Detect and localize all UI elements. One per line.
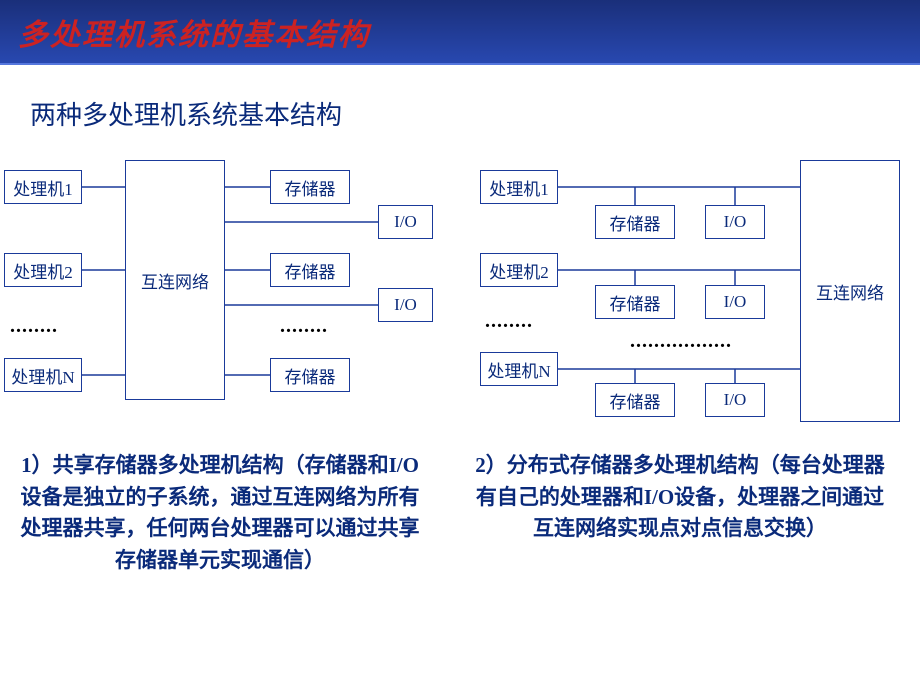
d2-interconnect: 互连网络 <box>800 160 900 422</box>
d1-proc-dots: ........ <box>10 315 58 338</box>
d1-processor-2: 处理机N <box>4 358 82 392</box>
d1-interconnect: 互连网络 <box>125 160 225 400</box>
d2-processor-2: 处理机N <box>480 352 558 386</box>
d2-memory-1: 存储器 <box>595 285 675 319</box>
diagram-area: 处理机1处理机2处理机N........互连网络存储器存储器存储器.......… <box>0 160 920 440</box>
title-bar: 多处理机系统的基本结构 <box>0 0 920 65</box>
d1-io-0: I/O <box>378 205 433 239</box>
d2-processor-0: 处理机1 <box>480 170 558 204</box>
content-area: 两种多处理机系统基本结构 处理机1处理机2处理机N........互连网络存储器… <box>0 65 920 690</box>
page-title: 多处理机系统的基本结构 <box>18 10 370 54</box>
d2-io-1: I/O <box>705 285 765 319</box>
d1-processor-1: 处理机2 <box>4 253 82 287</box>
d2-memory-0: 存储器 <box>595 205 675 239</box>
caption-distributed-memory: 2）分布式存储器多处理机结构（每台处理器有自己的处理器和I/O设备，处理器之间通… <box>470 450 890 545</box>
d2-proc-dots: ........ <box>485 310 533 333</box>
d1-io-1: I/O <box>378 288 433 322</box>
caption-shared-memory: 1）共享存储器多处理机结构（存储器和I/O设备是独立的子系统，通过互连网络为所有… <box>20 450 420 576</box>
d2-processor-1: 处理机2 <box>480 253 558 287</box>
d2-pair-dots: ................. <box>630 330 732 353</box>
d1-memory-0: 存储器 <box>270 170 350 204</box>
subtitle: 两种多处理机系统基本结构 <box>30 95 342 132</box>
d2-memory-2: 存储器 <box>595 383 675 417</box>
d2-io-2: I/O <box>705 383 765 417</box>
d1-processor-0: 处理机1 <box>4 170 82 204</box>
d1-memory-2: 存储器 <box>270 358 350 392</box>
d2-io-0: I/O <box>705 205 765 239</box>
d1-memory-1: 存储器 <box>270 253 350 287</box>
d1-mem-dots: ........ <box>280 315 328 338</box>
